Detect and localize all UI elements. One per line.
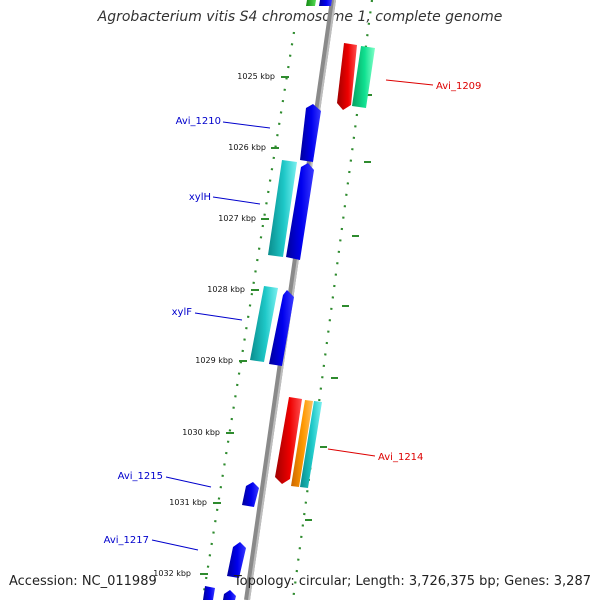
gene-arrow (223, 590, 236, 600)
major-ticks (200, 76, 289, 575)
gene-arrow (306, 0, 316, 6)
tick-label: 1032 kbp (153, 569, 191, 578)
gene-arrow-xylh-blue (286, 163, 314, 260)
gene-label-avi-1217: Avi_1217 (104, 535, 149, 546)
tick-label: 1028 kbp (207, 285, 245, 294)
tick-label: 1025 kbp (237, 72, 275, 81)
gene-label-avi-1214: Avi_1214 (378, 452, 423, 463)
outer-ring-marks (305, 94, 372, 521)
gene-arrow-xylf-blue (269, 290, 294, 366)
tick-label: 1031 kbp (169, 498, 207, 507)
gene-arrow-avi-1215 (242, 482, 259, 507)
gene-arrow-xylh-cyan (268, 160, 297, 257)
gene-arrow-avi-1210 (300, 104, 321, 162)
tick-label: 1030 kbp (182, 428, 220, 437)
topology-text: Topology: circular; Length: 3,726,375 bp… (233, 574, 591, 589)
gene-label-xylf: xylF (172, 307, 193, 318)
tick-label: 1027 kbp (218, 214, 256, 223)
label-leaders (151, 79, 434, 551)
gene-label-xylh: xylH (189, 192, 211, 203)
gene-arrow-avi-1214-cyan (300, 401, 322, 488)
gene-arrow-avi-1217 (227, 542, 246, 578)
gene-label-avi-1215: Avi_1215 (118, 471, 163, 482)
tick-label: 1026 kbp (228, 143, 266, 152)
gene-arrow-avi-1214-red (275, 397, 302, 484)
map-title: Agrobacterium vitis S4 chromosome 1, com… (97, 9, 503, 25)
gene-arrow-xylf-cyan (250, 286, 278, 362)
gene-arrow (319, 0, 332, 6)
gene-arrow-avi-1214-orange (291, 400, 313, 487)
accession-text: Accession: NC_011989 (9, 574, 157, 589)
gene-label-avi-1209: Avi_1209 (436, 81, 481, 92)
tick-label: 1029 kbp (195, 356, 233, 365)
gene-arrow (203, 586, 215, 600)
gene-arrow-avi-1209-green (352, 46, 375, 108)
gene-label-avi-1210: Avi_1210 (176, 116, 221, 127)
gene-arrow-avi-1209-red (337, 43, 357, 110)
